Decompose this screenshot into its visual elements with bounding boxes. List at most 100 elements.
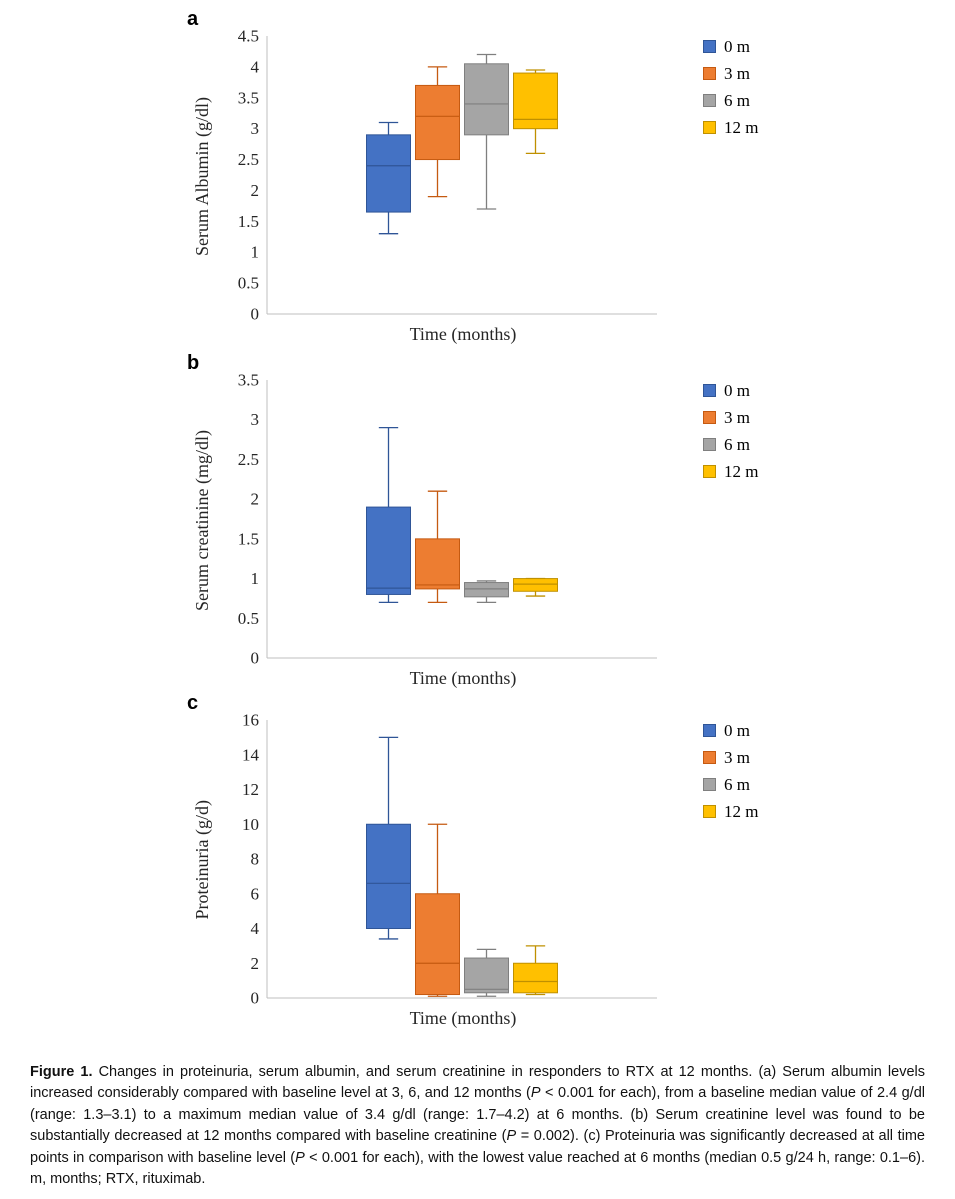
boxplot-chart-c: 0 2 4 6 8 10 12 14 16: [219, 714, 659, 1006]
legend-swatch-icon: [703, 94, 716, 107]
legend-item: 0 m: [703, 722, 758, 739]
y-axis-label: Serum creatinine (mg/dl): [191, 429, 212, 611]
boxplot-series-12m: [513, 945, 558, 996]
legend-label: 12 m: [724, 462, 759, 481]
legend-item: 6 m: [703, 436, 758, 453]
caption-segment: P: [295, 1149, 305, 1166]
legend-label: 3 m: [724, 408, 750, 427]
x-axis-label: Time (months): [409, 1008, 517, 1028]
legend-swatch-icon: [703, 384, 716, 397]
legend-swatch-icon: [703, 778, 716, 791]
y-tick-label: 10: [242, 815, 259, 834]
iqr-box: [513, 72, 558, 130]
y-tick-label: 2: [251, 181, 260, 200]
legend-swatch-icon: [703, 40, 716, 53]
y-tick-label: 0: [251, 649, 260, 667]
y-tick-label: 12: [242, 780, 259, 799]
y-tick-label: 0: [251, 305, 260, 323]
y-axis-tick-labels: 0 0.5 1 1.5 2 2.5 3 3.5 4 4.5: [238, 30, 260, 322]
y-axis-label-column: Proteinuria (g/d): [185, 714, 219, 1006]
legend-label: 0 m: [724, 721, 750, 740]
y-tick-label: 4.5: [238, 30, 259, 46]
legend-item: 3 m: [703, 65, 758, 82]
legend-label: 6 m: [724, 435, 750, 454]
iqr-box: [415, 538, 460, 590]
x-axis-label: Time (months): [409, 324, 517, 344]
y-axis-tick-labels: 0 2 4 6 8 10 12 14 16: [242, 714, 260, 1006]
legend-item: 3 m: [703, 409, 758, 426]
legend-label: 12 m: [724, 118, 759, 137]
chart-legend-a: 0 m 3 m 6 m 12 m: [703, 30, 758, 136]
legend-label: 6 m: [724, 775, 750, 794]
y-tick-label: 1.5: [238, 212, 259, 231]
legend-swatch-icon: [703, 751, 716, 764]
legend-label: 6 m: [724, 91, 750, 110]
iqr-box: [366, 134, 411, 213]
iqr-box: [513, 578, 558, 592]
plot-column: 0 2 4 6 8 10 12 14 16 Time (months): [219, 714, 659, 1029]
panel-letter-a: a: [187, 8, 199, 30]
boxplot-series-3m: [415, 823, 460, 997]
caption-segment: Figure 1.: [30, 1064, 99, 1080]
iqr-box: [415, 84, 460, 161]
y-tick-label: 0.5: [238, 274, 259, 293]
y-tick-label: 4: [251, 919, 260, 938]
iqr-box: [415, 893, 460, 996]
legend-swatch-icon: [703, 411, 716, 424]
boxplot-series-12m: [513, 577, 558, 597]
y-tick-label: 0.5: [238, 609, 259, 628]
iqr-box: [513, 962, 558, 994]
y-axis-label: Proteinuria (g/d): [191, 800, 212, 920]
y-tick-label: 1: [251, 243, 260, 262]
y-tick-label: 3: [251, 119, 260, 138]
boxplot-series-3m: [415, 490, 460, 604]
legend-swatch-icon: [703, 465, 716, 478]
plot-column: 0 0.5 1 1.5 2 2.5 3 3.5 Time (months): [219, 374, 659, 689]
legend-label: 0 m: [724, 37, 750, 56]
legend-label: 0 m: [724, 381, 750, 400]
panel-b: b Serum creatinine (mg/dl) 0 0.5 1 1.5 2 2.5 3…: [185, 352, 955, 692]
y-tick-label: 3: [251, 410, 260, 429]
iqr-box: [464, 582, 509, 598]
legend-item: 6 m: [703, 776, 758, 793]
panel-a: a Serum Albumin (g/dl) 0 0.5 1 1.5 2 2.5 3 3.5 4…: [185, 8, 955, 352]
panel-b-row: Serum creatinine (mg/dl) 0 0.5 1 1.5 2 2.5 3 3.…: [185, 352, 955, 689]
legend-item: 0 m: [703, 382, 758, 399]
caption-segment: P: [530, 1085, 541, 1102]
legend-item: 0 m: [703, 38, 758, 55]
y-tick-label: 4: [251, 57, 260, 76]
panel-c-row: Proteinuria (g/d) 0 2 4 6 8 10 12 14 16 Time (mo…: [185, 692, 955, 1029]
y-axis-label-column: Serum creatinine (mg/dl): [185, 374, 219, 666]
y-tick-label: 1: [251, 569, 260, 588]
boxplot-series-12m: [513, 69, 558, 155]
legend-item: 3 m: [703, 749, 758, 766]
boxplot-series-6m: [464, 580, 509, 604]
iqr-box: [464, 957, 509, 994]
legend-item: 12 m: [703, 463, 758, 480]
legend-label: 12 m: [724, 802, 759, 821]
legend-label: 3 m: [724, 64, 750, 83]
panel-letter-c: c: [187, 692, 199, 714]
y-tick-label: 0: [251, 989, 260, 1007]
y-tick-label: 8: [251, 850, 260, 869]
legend-item: 12 m: [703, 803, 758, 820]
caption-segment: P: [506, 1128, 517, 1145]
iqr-box: [366, 823, 411, 929]
caption-segment: < 0.001 for each), from a baseline media…: [30, 1085, 925, 1145]
iqr-box: [464, 63, 509, 136]
y-tick-label: 3.5: [238, 374, 259, 390]
y-tick-label: 2.5: [238, 450, 259, 469]
y-axis-label: Serum Albumin (g/dl): [191, 96, 212, 256]
chart-legend-c: 0 m 3 m 6 m 12 m: [703, 714, 758, 820]
boxplot-series-0m: [366, 427, 411, 604]
y-tick-label: 6: [251, 884, 260, 903]
caption-segment: < 0.001 for each), with the lowest value…: [30, 1149, 925, 1188]
legend-item: 12 m: [703, 119, 758, 136]
iqr-box: [366, 506, 411, 595]
y-tick-label: 3.5: [238, 88, 259, 107]
boxplot-series-3m: [415, 66, 460, 198]
y-axis-tick-labels: 0 0.5 1 1.5 2 2.5 3 3.5: [238, 374, 259, 666]
chart-legend-b: 0 m 3 m 6 m 12 m: [703, 374, 758, 480]
boxplot-series-0m: [366, 736, 411, 940]
